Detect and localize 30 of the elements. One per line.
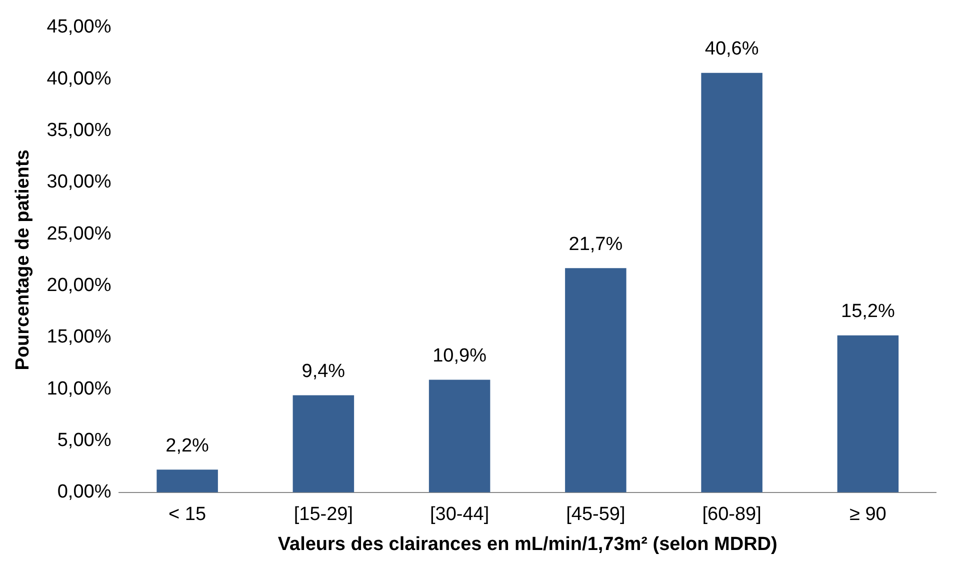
y-tick-label: 15,00% (46, 326, 112, 348)
y-tick-label: 10,00% (46, 378, 112, 400)
bar (156, 470, 218, 492)
y-tick-label: 0,00% (57, 482, 112, 503)
bar (565, 268, 626, 492)
bar (837, 335, 899, 492)
x-tick-label: < 15 (168, 504, 206, 526)
x-tick-label: [15-29] (294, 504, 354, 526)
y-tick-label: 45,00% (46, 16, 112, 38)
y-tick-label: 20,00% (46, 274, 112, 296)
data-label: 40,6% (704, 38, 759, 60)
x-tick-label: ≥ 90 (850, 504, 886, 526)
y-tick-label: 35,00% (46, 120, 112, 141)
y-tick-label: 5,00% (57, 430, 112, 451)
data-label: 9,4% (302, 361, 346, 382)
x-tick-label: [45-59] (566, 504, 626, 526)
data-label: 10,9% (432, 346, 487, 366)
data-label: 21,7% (568, 234, 623, 255)
bar (292, 395, 354, 492)
x-axis-title: Valeurs des clairances en mL/min/1,73m² (selon MDRD) (278, 534, 778, 555)
x-tick-label: [30-44] (430, 504, 490, 526)
y-tick-label: 30,00% (46, 172, 112, 193)
y-tick-label: 40,00% (46, 68, 112, 90)
y-axis-title: Pourcentage de patients (12, 150, 34, 370)
x-tick-label: [60-89] (702, 504, 762, 526)
y-tick-label: 25,00% (46, 223, 112, 244)
bar (701, 72, 762, 492)
data-label: 2,2% (166, 435, 210, 456)
data-label: 15,2% (841, 301, 895, 322)
bar (428, 380, 490, 492)
